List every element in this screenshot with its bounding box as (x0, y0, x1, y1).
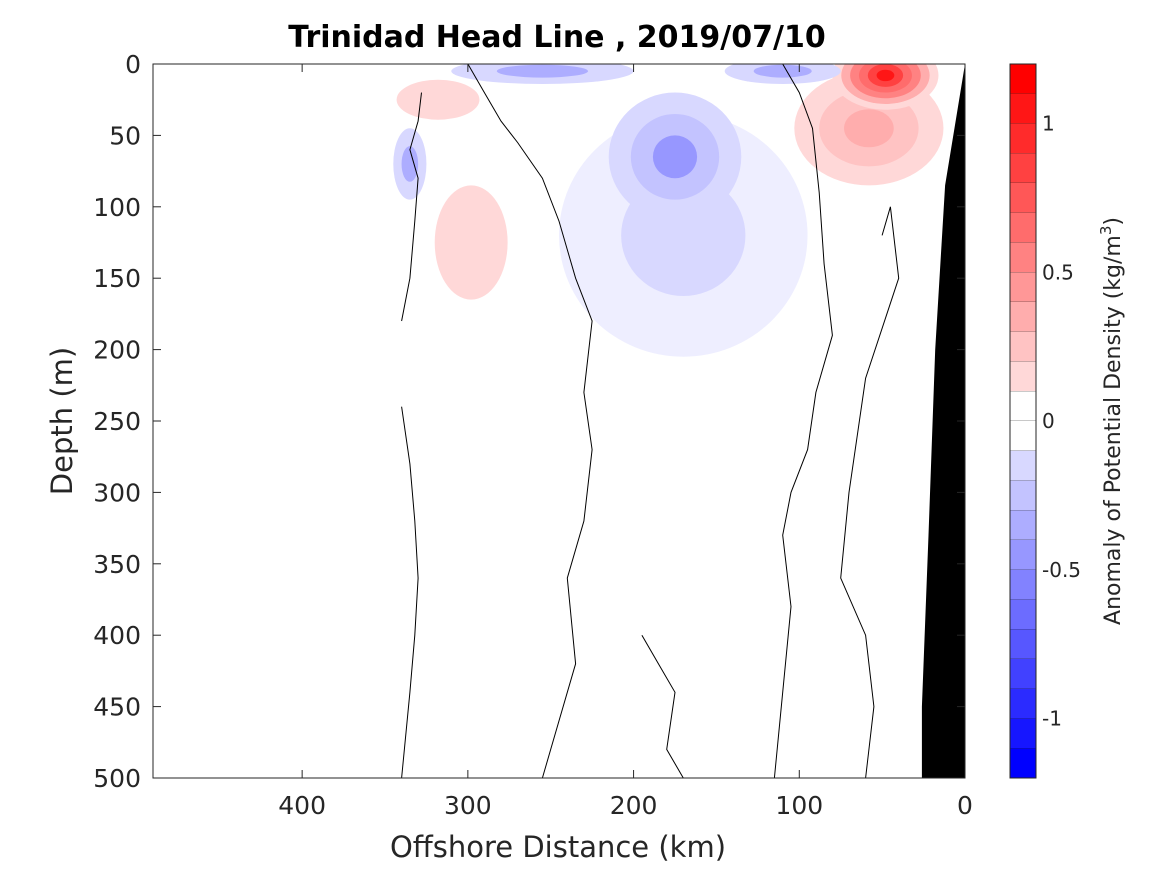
colorbar-band (1010, 450, 1036, 481)
colorbar-band (1010, 599, 1036, 630)
colorbar-band (1010, 510, 1036, 540)
colorbar-band (1010, 183, 1036, 213)
y-tick-label: 150 (93, 264, 141, 293)
colorbar-band (1010, 153, 1036, 183)
colorbar-band (1010, 64, 1036, 94)
colorbar-band (1010, 123, 1036, 154)
colorbar-band (1010, 212, 1036, 243)
colorbar-band (1010, 272, 1036, 302)
colorbar-band (1010, 480, 1036, 511)
colorbar-band (1010, 421, 1036, 451)
plot-area (153, 64, 965, 778)
chart-title: Trinidad Head Line , 2019/07/10 (288, 20, 825, 55)
x-axis-ticks: 400 300 200 100 0 (278, 64, 973, 820)
zero-contour-1 (401, 406, 419, 778)
field-band (753, 64, 812, 78)
field-blue-surface-east (724, 64, 841, 84)
colorbar-band (1010, 659, 1036, 689)
y-axis-ticks: 0 50 100 150 200 250 300 350 400 450 500 (93, 50, 965, 793)
y-tick-label: 500 (93, 764, 141, 793)
field-blue-offshore-edge (393, 128, 427, 200)
colorbar-label-tail: ) (1101, 217, 1126, 226)
field-blue-surface-west (451, 64, 634, 84)
y-tick-label: 100 (93, 193, 141, 222)
field-red-offshore-eddy (434, 185, 508, 300)
colorbar-band (1010, 569, 1036, 600)
field-band (396, 79, 480, 120)
y-axis-label: Depth (m) (45, 347, 79, 495)
colorbar-band (1010, 331, 1036, 362)
field-band (496, 64, 588, 78)
colorbar-band (1010, 718, 1036, 749)
colorbar-band (1010, 688, 1036, 719)
colorbar-band (1010, 361, 1036, 392)
x-tick-label: 0 (957, 791, 973, 820)
field-band (401, 146, 419, 182)
colorbar-ticks: 1 0.5 0 -0.5 -1 (1042, 112, 1081, 731)
bathymetry-shelf (921, 64, 965, 778)
colorbar-band (1010, 302, 1036, 332)
field-band (434, 185, 508, 300)
colorbar-tick-label: 1 (1042, 112, 1055, 136)
field-red-offshore-surface (396, 79, 480, 120)
colorbar-band (1010, 540, 1036, 570)
colorbar-label-main: Anomaly of Potential Density (kg/m (1101, 235, 1126, 625)
zero-contour-2 (467, 64, 593, 778)
colorbar-band (1010, 629, 1036, 659)
colorbar-tick-label: 0 (1042, 409, 1055, 433)
y-tick-label: 400 (93, 621, 141, 650)
zero-contour-4 (840, 206, 900, 778)
y-tick-label: 250 (93, 407, 141, 436)
field-band (652, 135, 698, 179)
colorbar-tick-label: 0.5 (1042, 260, 1074, 284)
field-band (844, 109, 894, 148)
y-tick-label: 300 (93, 478, 141, 507)
colorbar-band (1010, 391, 1036, 421)
x-axis-label: Offshore Distance (km) (390, 830, 726, 864)
colorbar (1010, 64, 1036, 779)
colorbar-band (1010, 748, 1036, 778)
zero-contours (401, 64, 900, 778)
field-blue-core (608, 92, 742, 222)
y-tick-label: 50 (109, 121, 141, 150)
zero-contour-0 (401, 92, 422, 322)
colorbar-tick-label: -1 (1042, 707, 1062, 731)
colorbar-label-sup: 3 (1097, 226, 1115, 236)
x-tick-label: 100 (775, 791, 823, 820)
colorbar-label: Anomaly of Potential Density (kg/m3) (1097, 217, 1126, 625)
y-tick-label: 450 (93, 693, 141, 722)
x-tick-label: 300 (444, 791, 492, 820)
y-tick-label: 200 (93, 336, 141, 365)
colorbar-band (1010, 93, 1036, 124)
colorbar-band (1010, 242, 1036, 273)
x-tick-label: 400 (278, 791, 326, 820)
field-red-core (832, 64, 939, 110)
colorbar-tick-label: -0.5 (1042, 558, 1081, 582)
y-tick-label: 0 (125, 50, 141, 79)
x-tick-label: 200 (610, 791, 658, 820)
bathymetry (921, 64, 965, 778)
zero-contour-3 (773, 64, 833, 778)
colorbar-frame (1009, 63, 1037, 779)
zero-contour-5 (641, 634, 684, 778)
y-tick-label: 350 (93, 550, 141, 579)
field-band (876, 69, 895, 82)
